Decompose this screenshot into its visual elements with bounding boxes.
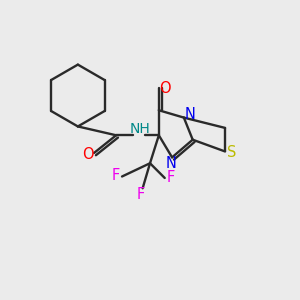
Text: F: F [167, 170, 175, 185]
Text: S: S [227, 146, 236, 160]
Text: N: N [165, 156, 176, 171]
Text: F: F [111, 167, 120, 182]
Text: N: N [184, 106, 195, 122]
Text: O: O [82, 147, 94, 162]
Text: O: O [160, 81, 171, 96]
Text: F: F [137, 187, 145, 202]
Text: NH: NH [129, 122, 150, 136]
